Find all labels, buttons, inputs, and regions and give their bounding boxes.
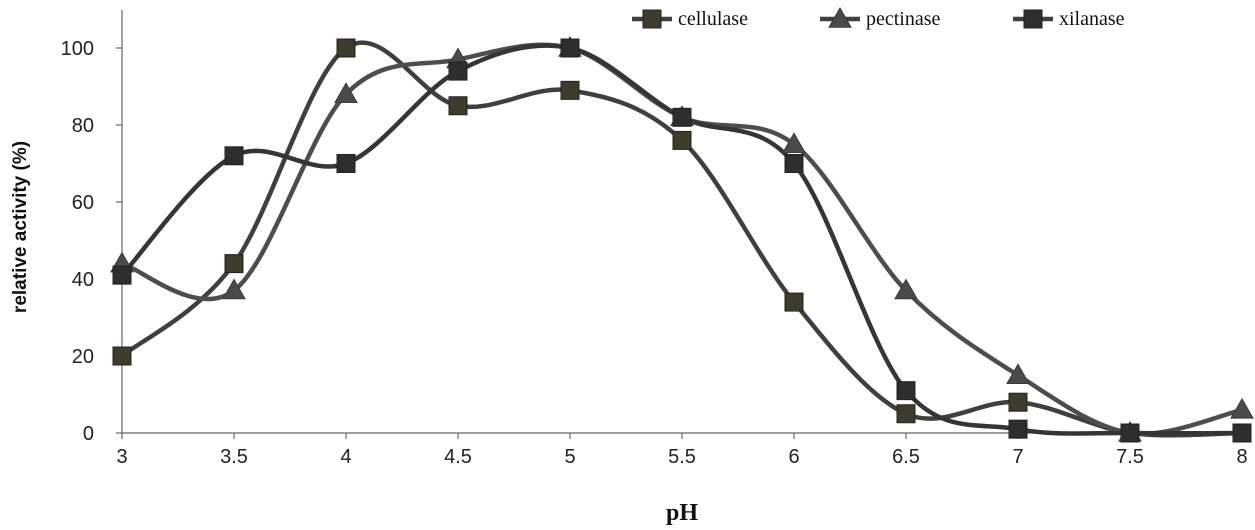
data-point-xilanase [560, 38, 580, 58]
y-axis-title: relative activity (%) [10, 141, 31, 313]
x-ticks: 3 3.5 4 4.5 5 5.5 6 6.5 7 7.5 8 [116, 433, 1248, 468]
data-point-pectinase [1006, 363, 1030, 384]
data-point-cellulase [784, 292, 804, 312]
x-tick-label: 6 [788, 446, 799, 468]
legend-marker-xilanase [1023, 9, 1043, 29]
x-tick-label: 6.5 [892, 446, 920, 468]
data-point-xilanase [336, 154, 356, 173]
legend-marker-cellulase [642, 9, 662, 29]
series-markers [110, 35, 1254, 443]
data-point-xilanase [1008, 419, 1028, 439]
x-tick-label: 4.5 [444, 446, 472, 468]
data-point-cellulase [560, 80, 580, 100]
series-line-xilanase [119, 43, 1245, 436]
data-point-cellulase [336, 38, 356, 58]
x-tick-label: 5 [564, 446, 575, 468]
data-point-cellulase [1008, 392, 1028, 412]
x-tick-label: 8 [1236, 446, 1247, 468]
axes [121, 10, 1242, 434]
data-point-pectinase [894, 278, 918, 300]
series-lines [119, 40, 1245, 438]
y-tick-label: 80 [72, 115, 94, 137]
data-point-pectinase [222, 278, 246, 300]
data-point-cellulase [112, 346, 132, 366]
data-point-xilanase [1120, 423, 1140, 443]
data-point-xilanase [224, 146, 244, 166]
data-point-xilanase [784, 154, 804, 173]
data-point-pectinase [334, 82, 358, 103]
data-point-pectinase [782, 132, 806, 153]
x-tick-label: 7 [1012, 446, 1023, 468]
data-point-xilanase [1232, 423, 1252, 443]
series-line-pectinase [119, 42, 1245, 437]
y-tick-label: 40 [72, 269, 94, 291]
data-point-cellulase [672, 130, 692, 150]
legend-label-xilanase: xilanase [1059, 8, 1125, 30]
x-tick-label: 7.5 [1116, 446, 1144, 468]
y-tick-label: 60 [72, 192, 94, 214]
legend-label-pectinase: pectinase [866, 8, 941, 30]
legend: cellulase pectinase xilanase [632, 6, 1125, 30]
x-tick-label: 3.5 [220, 446, 248, 468]
x-tick-label: 3 [116, 446, 127, 468]
legend-marker-pectinase [828, 6, 852, 28]
data-point-cellulase [448, 96, 468, 116]
data-point-xilanase [672, 107, 692, 127]
data-point-pectinase [1230, 397, 1254, 419]
y-tick-label: 0 [83, 423, 94, 445]
data-point-xilanase [448, 61, 468, 81]
data-point-cellulase [224, 254, 244, 274]
series-line-cellulase [119, 40, 1245, 438]
data-point-xilanase [896, 381, 916, 401]
data-point-xilanase [112, 265, 132, 285]
legend-label-cellulase: cellulase [678, 8, 748, 30]
y-ticks: 0 20 40 60 80 100 [61, 38, 122, 445]
y-tick-label: 100 [61, 38, 94, 60]
data-point-cellulase [896, 404, 916, 424]
x-tick-label: 4 [340, 446, 351, 468]
x-tick-label: 5.5 [668, 446, 696, 468]
x-axis-title: pH [666, 500, 698, 526]
y-tick-label: 20 [72, 346, 94, 368]
